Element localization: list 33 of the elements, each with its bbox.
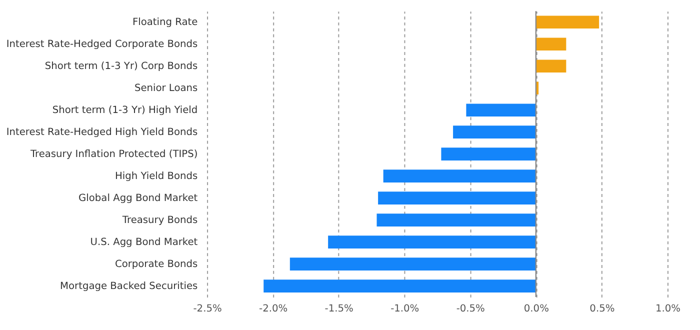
y-tick-label: Global Agg Bond Market [78,193,198,204]
bar [290,258,536,270]
y-tick-label: Treasury Inflation Protected (TIPS) [29,149,198,160]
bar [376,214,536,226]
y-tick-label: Senior Loans [134,83,198,94]
y-tick-label: High Yield Bonds [114,171,198,182]
bar [536,38,566,51]
bar [378,192,536,204]
y-tick-label: Treasury Bonds [121,215,198,226]
x-tick-label: -2.5% [193,303,222,314]
x-tick-label: -1.5% [324,303,354,314]
x-tick-label: 0.0% [524,303,549,314]
x-tick-label: 1.0% [655,303,680,314]
y-tick-label: Floating Rate [132,17,198,28]
y-tick-label: Mortgage Backed Securities [60,281,198,292]
y-tick-label: Short term (1-3 Yr) High Yield [52,105,198,116]
bar [264,280,536,292]
bar [383,170,536,182]
x-tick-label: -1.0% [390,303,420,314]
bar [536,60,566,73]
y-tick-label: Short term (1-3 Yr) Corp Bonds [44,61,198,72]
x-tick-label: -0.5% [456,303,485,314]
y-tick-label: U.S. Agg Bond Market [90,237,198,248]
y-tick-label: Interest Rate-Hedged Corporate Bonds [6,39,198,50]
bar [536,16,600,29]
bar [328,236,536,248]
x-tick-label: -2.0% [259,303,288,314]
x-tick-label: 0.5% [590,303,615,314]
y-tick-label: Corporate Bonds [114,259,198,270]
bar [466,104,536,117]
y-tick-label: Interest Rate-Hedged High Yield Bonds [6,127,198,138]
bar [441,148,536,160]
bar [453,126,536,138]
